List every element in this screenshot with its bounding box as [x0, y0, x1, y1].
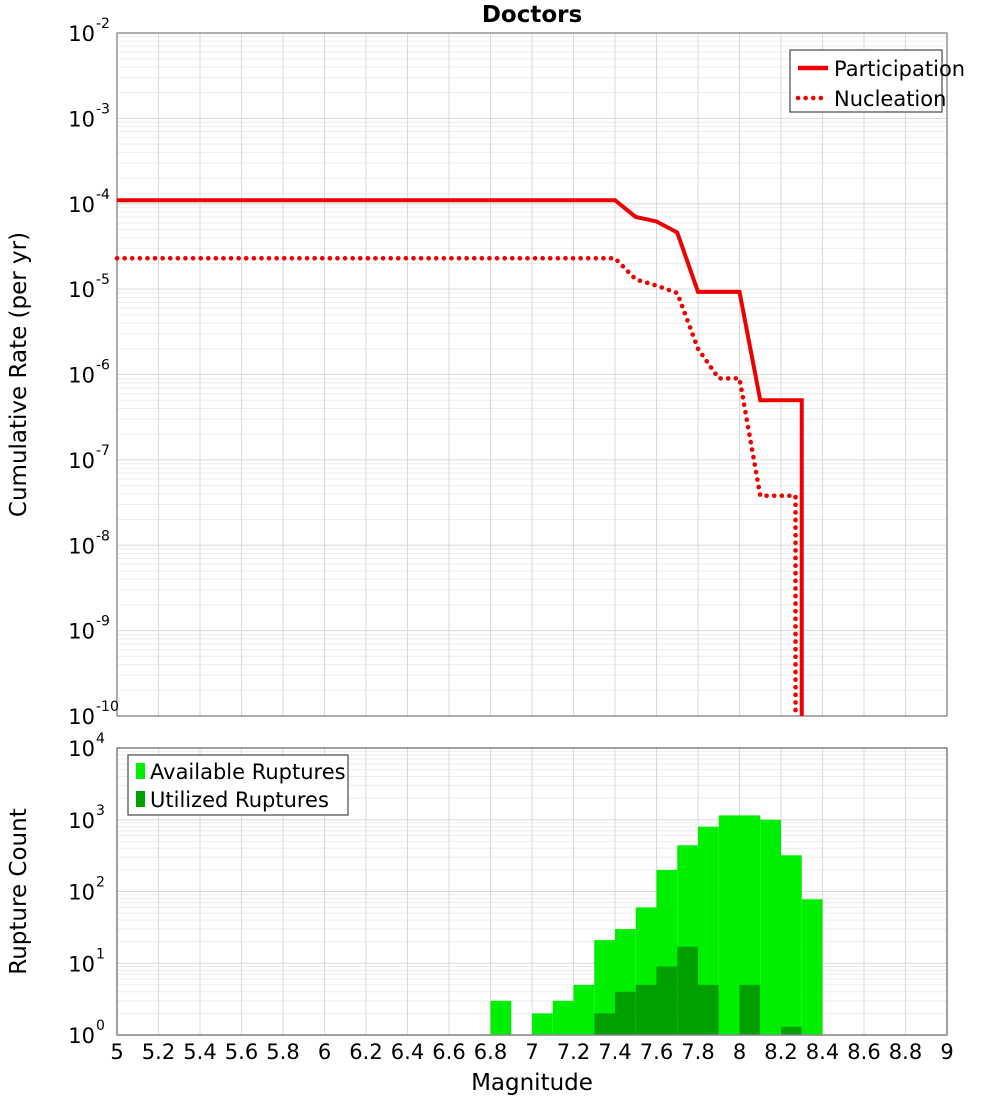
bottom-legend-box	[127, 754, 349, 816]
x-tick-label: 8.6	[847, 1040, 880, 1064]
legend-label: Available Ruptures	[150, 760, 346, 784]
x-tick-label: 8	[733, 1040, 746, 1064]
x-axis-label: Magnitude	[471, 1070, 593, 1096]
series-line-nucleation	[114, 255, 798, 719]
top-series-group	[114, 198, 804, 719]
y-tick-label: 10	[68, 881, 95, 905]
y-tick-exponent: -9	[96, 614, 110, 630]
bar-utilized	[781, 1026, 802, 1035]
x-tick-label: 6.6	[432, 1040, 465, 1064]
y-tick-exponent: -10	[96, 699, 119, 715]
x-tick-label: 9	[940, 1040, 953, 1064]
y-tick-label: 10	[68, 737, 95, 761]
legend-label: Utilized Ruptures	[150, 788, 329, 812]
y-tick-label: 10	[68, 534, 95, 558]
legend-swatch	[136, 791, 145, 807]
y-tick-exponent: -6	[96, 358, 110, 374]
x-tick-label: 7.8	[681, 1040, 714, 1064]
bar-utilized	[594, 1013, 615, 1035]
y-tick-exponent: -8	[96, 528, 110, 544]
bar-available	[718, 815, 740, 1035]
y-tick-exponent: 4	[96, 731, 105, 747]
x-tick-label: 5	[110, 1040, 123, 1064]
y-tick-label: 10	[68, 278, 95, 302]
y-tick-label: 10	[68, 107, 95, 131]
y-tick-exponent: -3	[96, 101, 110, 117]
y-tick-exponent: -7	[96, 443, 110, 459]
bar-available	[698, 826, 719, 1035]
top-legend: Participation Nucleation	[789, 49, 965, 113]
bar-available	[760, 819, 781, 1035]
y-tick-exponent: -4	[96, 187, 110, 203]
y-tick-label: 10	[68, 1024, 95, 1048]
bar-available	[801, 899, 823, 1035]
x-tick-label: 5.4	[183, 1040, 216, 1064]
bar-available	[573, 984, 595, 1035]
bar-utilized	[739, 984, 761, 1035]
x-tick-label: 5.8	[266, 1040, 299, 1064]
x-axis: 5 5.2 5.4 5.6 5.8 6 6.2 6.4 6.6 6.8 7 7.2 7.4 7.6 7.8 8…	[110, 1040, 953, 1064]
bar-utilized	[677, 946, 698, 1035]
bar-available	[552, 1000, 574, 1035]
axes-frame	[116, 32, 948, 717]
bar-available	[739, 815, 761, 1035]
bar-utilized	[615, 991, 636, 1035]
bar-utilized	[698, 984, 719, 1035]
y-tick-label: 10	[68, 364, 95, 388]
x-tick-label: 5.6	[225, 1040, 258, 1064]
bottom-legend: Available Ruptures Utilized Ruptures	[127, 754, 349, 816]
legend-label: Participation	[834, 57, 965, 81]
y-tick-label: 10	[68, 22, 95, 46]
x-tick-label: 7.4	[598, 1040, 631, 1064]
x-tick-label: 5.2	[142, 1040, 175, 1064]
bottom-axes-frame	[116, 747, 948, 1036]
bar-utilized	[656, 966, 678, 1035]
top-legend-box	[789, 49, 943, 113]
y-tick-exponent: 1	[96, 946, 105, 962]
bottom-y-axis-label: Rupture Count	[6, 808, 32, 974]
x-tick-label: 7.6	[640, 1040, 673, 1064]
y-tick-label: 10	[68, 620, 95, 644]
legend-swatch	[136, 763, 145, 779]
y-tick-exponent: 2	[96, 875, 105, 891]
x-tick-label: 7.2	[557, 1040, 590, 1064]
bar-available	[490, 1000, 512, 1035]
y-tick-label: 10	[68, 449, 95, 473]
x-tick-label: 6.8	[474, 1040, 507, 1064]
bar-available	[781, 855, 802, 1035]
bar-available	[532, 1013, 553, 1035]
top-y-axis-label: Cumulative Rate (per yr)	[6, 232, 32, 517]
y-tick-label: 10	[68, 952, 95, 976]
x-tick-label: 6.4	[391, 1040, 424, 1064]
y-tick-label: 10	[68, 193, 95, 217]
bar-utilized	[635, 984, 657, 1035]
x-tick-label: 8.8	[889, 1040, 922, 1064]
y-tick-label: 10	[68, 809, 95, 833]
page-title: Doctors	[482, 2, 582, 28]
y-tick-exponent: -2	[96, 16, 110, 32]
bar-available	[594, 940, 615, 1035]
x-tick-label: 6.2	[349, 1040, 382, 1064]
series-line-participation	[117, 198, 804, 716]
y-tick-exponent: 0	[96, 1018, 105, 1034]
legend-label: Nucleation	[834, 87, 946, 111]
x-tick-label: 6	[318, 1040, 331, 1064]
histogram-bars	[490, 815, 823, 1035]
x-tick-label: 8.4	[806, 1040, 839, 1064]
y-tick-exponent: 3	[96, 803, 105, 819]
y-tick-label: 10	[68, 705, 95, 729]
x-tick-label: 8.2	[764, 1040, 797, 1064]
y-tick-exponent: -5	[96, 272, 110, 288]
x-tick-label: 7	[525, 1040, 538, 1064]
